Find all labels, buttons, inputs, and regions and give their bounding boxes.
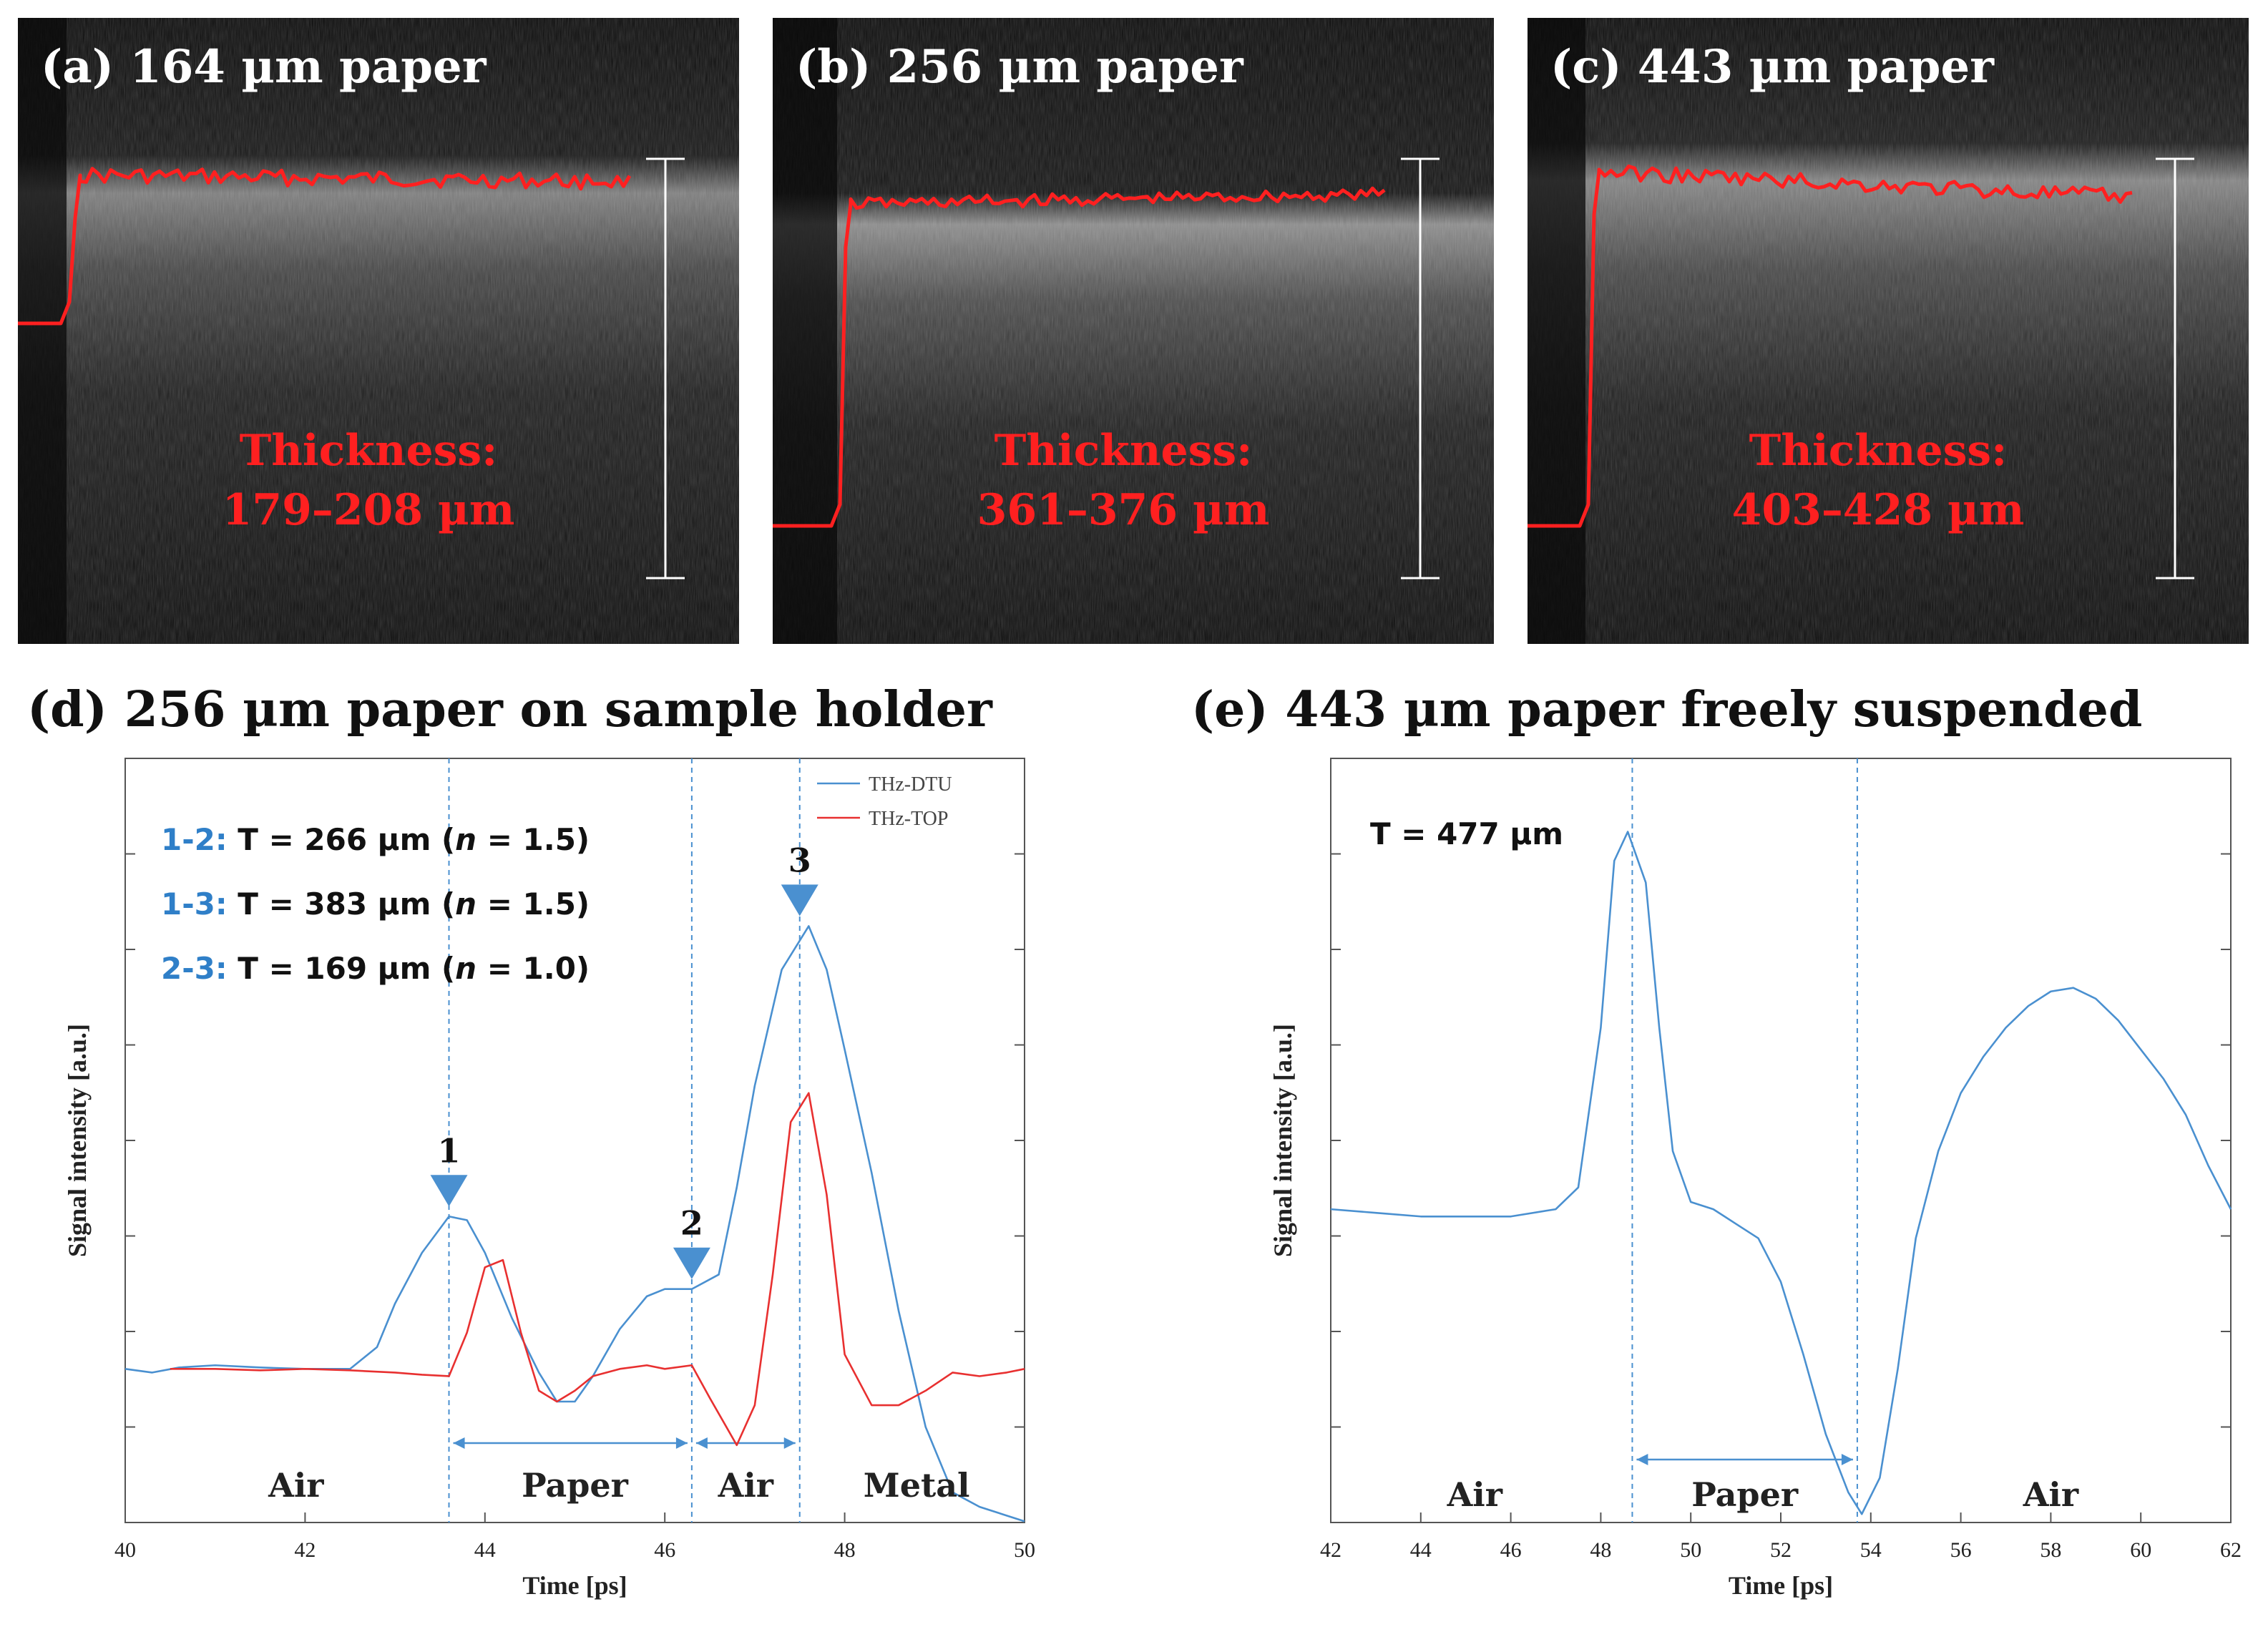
thickness-label: Thickness: <box>240 426 498 476</box>
peak-marker <box>673 1247 710 1279</box>
y-axis-label: Signal intensity [a.u.] <box>1269 1024 1297 1257</box>
series-line-thz-dtu <box>124 925 1025 1523</box>
x-tick-label: 44 <box>1410 1538 1432 1562</box>
region-label: Paper <box>1691 1475 1799 1514</box>
x-tick-label: 56 <box>1950 1538 1972 1562</box>
arrow-head-left <box>1636 1454 1648 1465</box>
region-label: Air <box>2023 1475 2079 1514</box>
panel-title-a: (a) 164 µm paper <box>41 40 487 94</box>
peak-marker <box>430 1175 468 1207</box>
x-tick-label: 40 <box>114 1538 136 1562</box>
thickness-label: Thickness: <box>994 426 1253 476</box>
x-tick-label: 48 <box>834 1538 856 1562</box>
thickness-value: 403–428 µm <box>1732 485 2025 535</box>
region-label: Air <box>1447 1475 1503 1514</box>
x-tick-label: 58 <box>2040 1538 2061 1562</box>
thickness-annotation: T = 477 µm <box>1370 816 1563 851</box>
x-tick-label: 44 <box>474 1538 496 1562</box>
surface-trace-line <box>773 186 1386 528</box>
x-tick-label: 50 <box>1014 1538 1035 1562</box>
x-tick-label: 42 <box>294 1538 316 1562</box>
region-label: Air <box>268 1466 324 1505</box>
series-line-thz-top <box>170 1092 1025 1447</box>
plot-title-d: (d) 256 µm paper on sample holder <box>27 681 993 738</box>
surface-trace-line <box>18 167 632 326</box>
peak-marker-label: 3 <box>788 841 811 879</box>
thickness-annotation: 1-3: T = 383 µm (n = 1.5) <box>161 886 590 922</box>
plot-title-e: (e) 443 µm paper freely suspended <box>1191 681 2142 738</box>
region-label: Metal <box>864 1466 970 1505</box>
arrow-head-left <box>695 1437 708 1449</box>
x-tick-label: 48 <box>1590 1538 1611 1562</box>
image-panel-c: (c) 443 µm paper Thickness: 403–428 µm <box>1528 18 2249 644</box>
x-tick-label: 50 <box>1680 1538 1701 1562</box>
tomogram-noise <box>773 18 1494 644</box>
tomogram-noise <box>18 18 739 644</box>
arrow-head-right <box>675 1437 688 1449</box>
image-panel-a: (a) 164 µm paper Thickness: 179–208 µm <box>18 18 739 644</box>
peak-marker <box>781 884 818 917</box>
x-tick-label: 52 <box>1770 1538 1792 1562</box>
pre-sample-region <box>773 18 837 644</box>
plot-frame <box>1330 758 2232 1523</box>
y-axis-label: Signal intensity [a.u.] <box>63 1024 92 1257</box>
x-axis-label: Time [ps] <box>522 1571 627 1600</box>
panel-title-c: (c) 443 µm paper <box>1550 40 1995 94</box>
arrow-head-right <box>783 1437 796 1449</box>
region-label: Paper <box>522 1466 629 1505</box>
surface-trace-line <box>1528 164 2133 528</box>
tomogram-noise <box>1528 18 2249 644</box>
series-line-thz-dtu <box>1330 831 2232 1515</box>
legend-label: THz-TOP <box>869 808 948 830</box>
plot-frame <box>124 758 1025 1523</box>
peak-marker-label: 1 <box>438 1131 461 1170</box>
arrow-head-right <box>1841 1454 1853 1465</box>
pre-sample-region <box>1528 18 1585 644</box>
thickness-value: 361–376 µm <box>977 485 1270 535</box>
peak-marker-label: 2 <box>680 1204 703 1243</box>
thickness-label: Thickness: <box>1749 426 2008 476</box>
region-label: Air <box>718 1466 774 1505</box>
x-tick-label: 62 <box>2220 1538 2242 1562</box>
panel-title-b: (b) 256 µm paper <box>796 40 1244 94</box>
image-panel-b: (b) 256 µm paper Thickness: 361–376 µm <box>773 18 1494 644</box>
thickness-annotation: 2-3: T = 169 µm (n = 1.0) <box>161 951 590 986</box>
thickness-annotation: 1-2: T = 266 µm (n = 1.5) <box>161 822 590 857</box>
pre-sample-region <box>18 18 67 644</box>
arrow-head-left <box>453 1437 465 1449</box>
x-axis-label: Time [ps] <box>1729 1571 1833 1600</box>
x-tick-label: 60 <box>2130 1538 2151 1562</box>
legend-label: THz-DTU <box>869 773 952 796</box>
x-tick-label: 46 <box>1500 1538 1522 1562</box>
thickness-value: 179–208 µm <box>223 485 515 535</box>
x-tick-label: 42 <box>1320 1538 1341 1562</box>
x-tick-label: 54 <box>1860 1538 1882 1562</box>
x-tick-label: 46 <box>654 1538 675 1562</box>
